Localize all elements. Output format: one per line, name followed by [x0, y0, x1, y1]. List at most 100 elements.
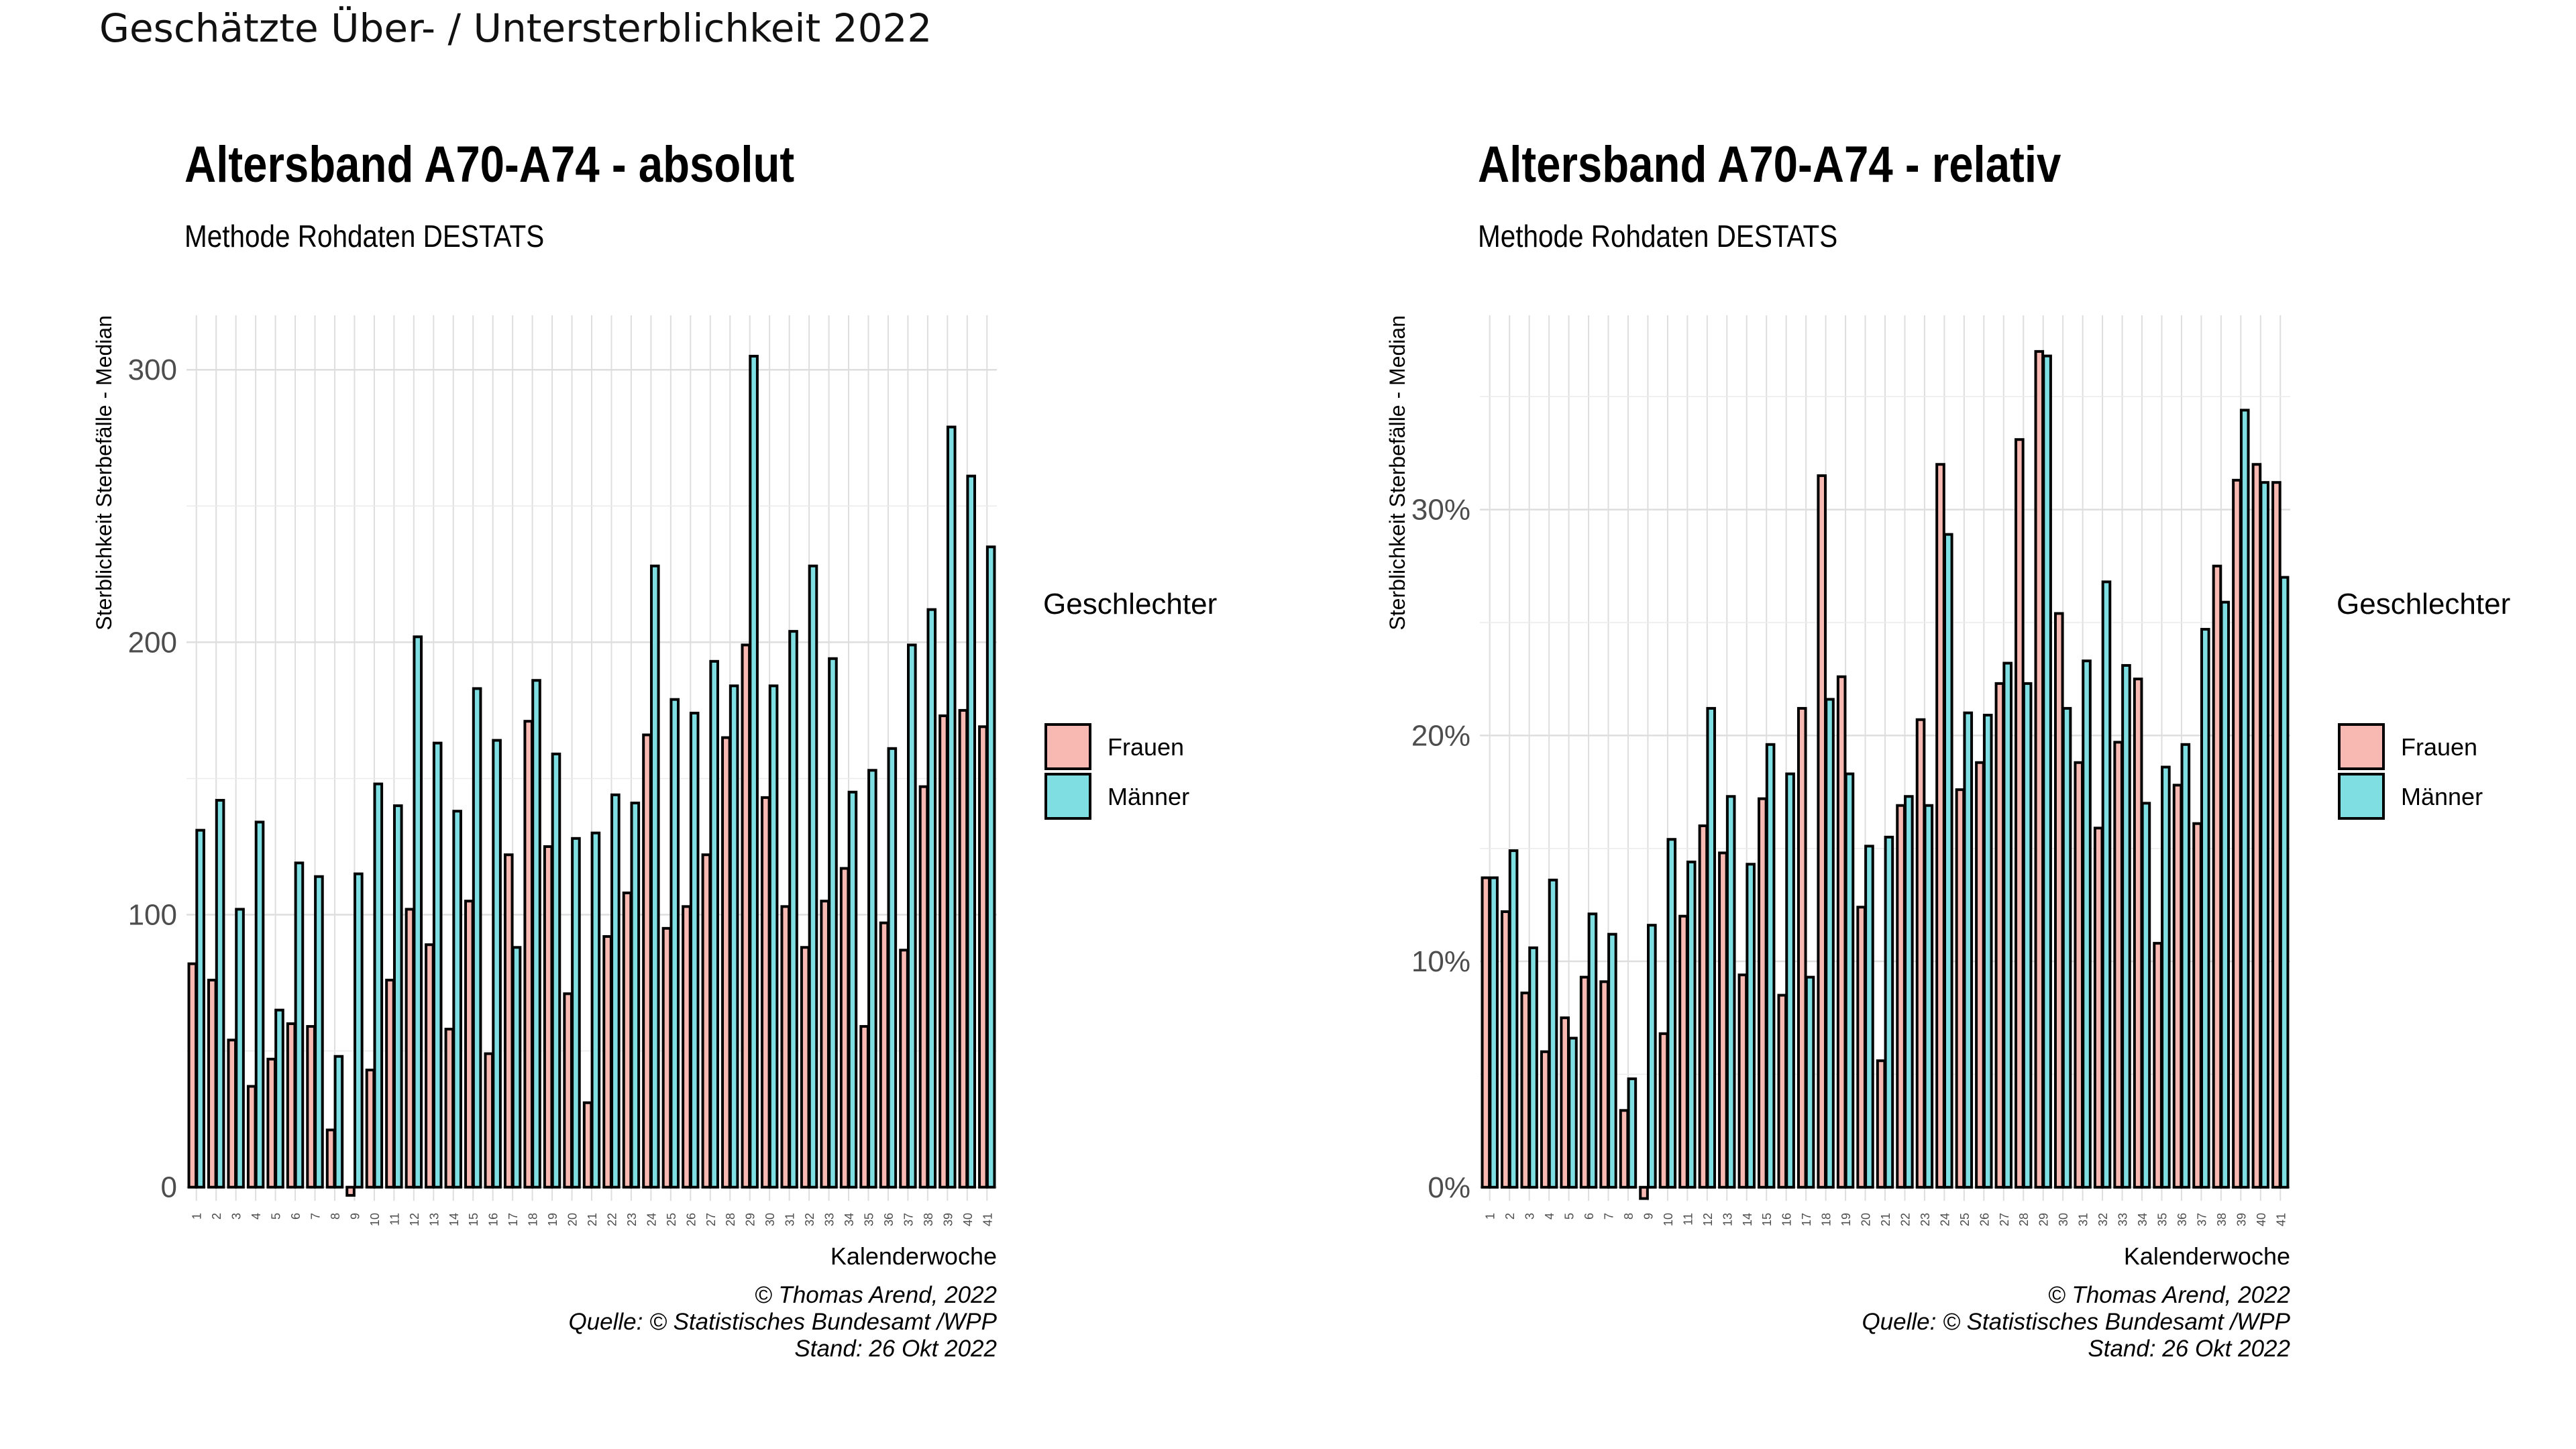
bar-frauen [879, 921, 890, 1189]
bar-maenner [1805, 975, 1815, 1189]
y-axis-title: Sterblichkeit Sterbefälle - Median [92, 315, 116, 631]
bar-maenner [274, 1008, 284, 1189]
x-tick-label: 40 [2255, 1213, 2268, 1226]
x-tick-label: 30 [763, 1213, 777, 1226]
bar-maenner [2022, 682, 2033, 1189]
bar-maenner [1963, 711, 1974, 1189]
bar-frauen [345, 1185, 356, 1197]
bar-frauen [2271, 481, 2282, 1189]
bar-frauen [187, 962, 198, 1189]
bar-frauen [1520, 991, 1531, 1189]
bar-maenner [847, 790, 858, 1189]
bar-frauen [1817, 474, 1827, 1189]
bar-frauen [385, 979, 395, 1189]
y-tick-label: 300 [128, 354, 177, 386]
page-title: Geschätzte Über- / Untersterblichkeit 20… [99, 5, 932, 51]
bar-frauen [523, 720, 534, 1189]
bar-frauen [1639, 1185, 1649, 1200]
bar-frauen [1619, 1109, 1629, 1189]
bar-frauen [227, 1038, 237, 1189]
y-tick-label: 10% [1411, 945, 1470, 978]
y-tick-label: 30% [1411, 494, 1470, 527]
bar-frauen [2192, 822, 2202, 1189]
x-tick-label: 10 [1662, 1213, 1675, 1226]
bar-frauen [622, 892, 633, 1189]
bar-maenner [610, 793, 621, 1189]
bar-frauen [2113, 741, 2123, 1189]
bar-maenner [867, 769, 877, 1189]
legend-title: Geschlechter [2337, 588, 2510, 621]
bar-frauen [760, 796, 771, 1189]
bar-frauen [1994, 682, 2005, 1189]
legend-title: Geschlechter [1043, 588, 1217, 621]
bar-maenner [768, 684, 779, 1189]
x-tick-label: 31 [2077, 1213, 2090, 1226]
chart-panel-relative: Altersband A70-A74 - relativ Methode Roh… [1288, 127, 2563, 1402]
bar-maenner [551, 752, 561, 1189]
x-tick-label: 1 [191, 1213, 204, 1220]
bar-maenner [1627, 1077, 1638, 1189]
x-tick-label: 37 [902, 1213, 915, 1226]
bar-maenner [1647, 924, 1657, 1189]
caption-line: Stand: 26 Okt 2022 [2088, 1336, 2290, 1362]
bar-maenner [2042, 354, 2052, 1189]
bar-frauen [938, 714, 949, 1189]
bar-maenner [1943, 533, 1953, 1189]
bar-frauen [1876, 1059, 1886, 1189]
bar-frauen [800, 946, 810, 1189]
x-tick-label: 31 [784, 1213, 797, 1226]
bar-frauen [1896, 804, 1906, 1189]
x-tick-label: 41 [2274, 1213, 2288, 1226]
x-tick-label: 38 [922, 1213, 935, 1226]
bar-maenner [808, 564, 818, 1189]
chart-subtitle: Methode Rohdaten DESTATS [1478, 219, 1838, 254]
bar-frauen [642, 733, 652, 1189]
x-tick-label: 19 [546, 1213, 559, 1226]
caption-line: © Thomas Arend, 2022 [755, 1282, 997, 1308]
bar-maenner [1785, 772, 1795, 1189]
x-tick-label: 9 [1642, 1213, 1655, 1220]
x-tick-label: 7 [309, 1213, 323, 1220]
chart-subtitle: Methode Rohdaten DESTATS [184, 219, 545, 254]
bar-maenner [294, 861, 305, 1189]
bar-frauen [1540, 1050, 1550, 1189]
bar-maenner [907, 643, 917, 1189]
x-tick-label: 9 [348, 1213, 362, 1220]
caption-line: Stand: 26 Okt 2022 [794, 1336, 997, 1362]
legend-label: Männer [2401, 783, 2483, 810]
bar-maenner [1923, 804, 1934, 1189]
bar-frauen [978, 725, 988, 1189]
bar-maenner [749, 354, 759, 1189]
x-tick-label: 35 [2155, 1213, 2169, 1226]
bar-frauen [2015, 438, 2025, 1189]
bar-maenner [1844, 772, 1855, 1189]
bar-maenner [195, 828, 205, 1189]
chart-title: Altersband A70-A74 - absolut [184, 136, 795, 193]
bar-maenner [472, 687, 482, 1189]
bar-maenner [1864, 845, 1874, 1189]
y-axis-title: Sterblichkeit Sterbefälle - Median [1385, 315, 1409, 631]
bar-maenner [354, 872, 364, 1189]
bar-frauen [1975, 761, 1985, 1189]
bar-maenner [1587, 912, 1598, 1189]
bar-frauen [464, 900, 474, 1189]
x-tick-label: 3 [230, 1213, 244, 1220]
x-tick-label: 6 [289, 1213, 303, 1220]
x-tick-label: 25 [665, 1213, 678, 1226]
bar-maenner [1746, 863, 1756, 1189]
bar-frauen [1836, 675, 1847, 1189]
x-tick-label: 8 [329, 1213, 342, 1220]
bar-maenner [2200, 628, 2210, 1189]
bar-maenner [649, 564, 660, 1189]
bar-frauen [839, 867, 850, 1189]
bar-frauen [1718, 851, 1728, 1189]
legend-label: Männer [1108, 783, 1189, 810]
chart-title: Altersband A70-A74 - relativ [1478, 136, 2061, 193]
x-tick-label: 13 [427, 1213, 441, 1226]
bar-maenner [1982, 714, 1993, 1189]
x-tick-label: 19 [1839, 1213, 1853, 1226]
x-tick-label: 28 [724, 1213, 737, 1226]
bar-frauen [563, 992, 573, 1189]
bar-maenner [1607, 932, 1617, 1189]
x-tick-label: 16 [487, 1213, 500, 1226]
